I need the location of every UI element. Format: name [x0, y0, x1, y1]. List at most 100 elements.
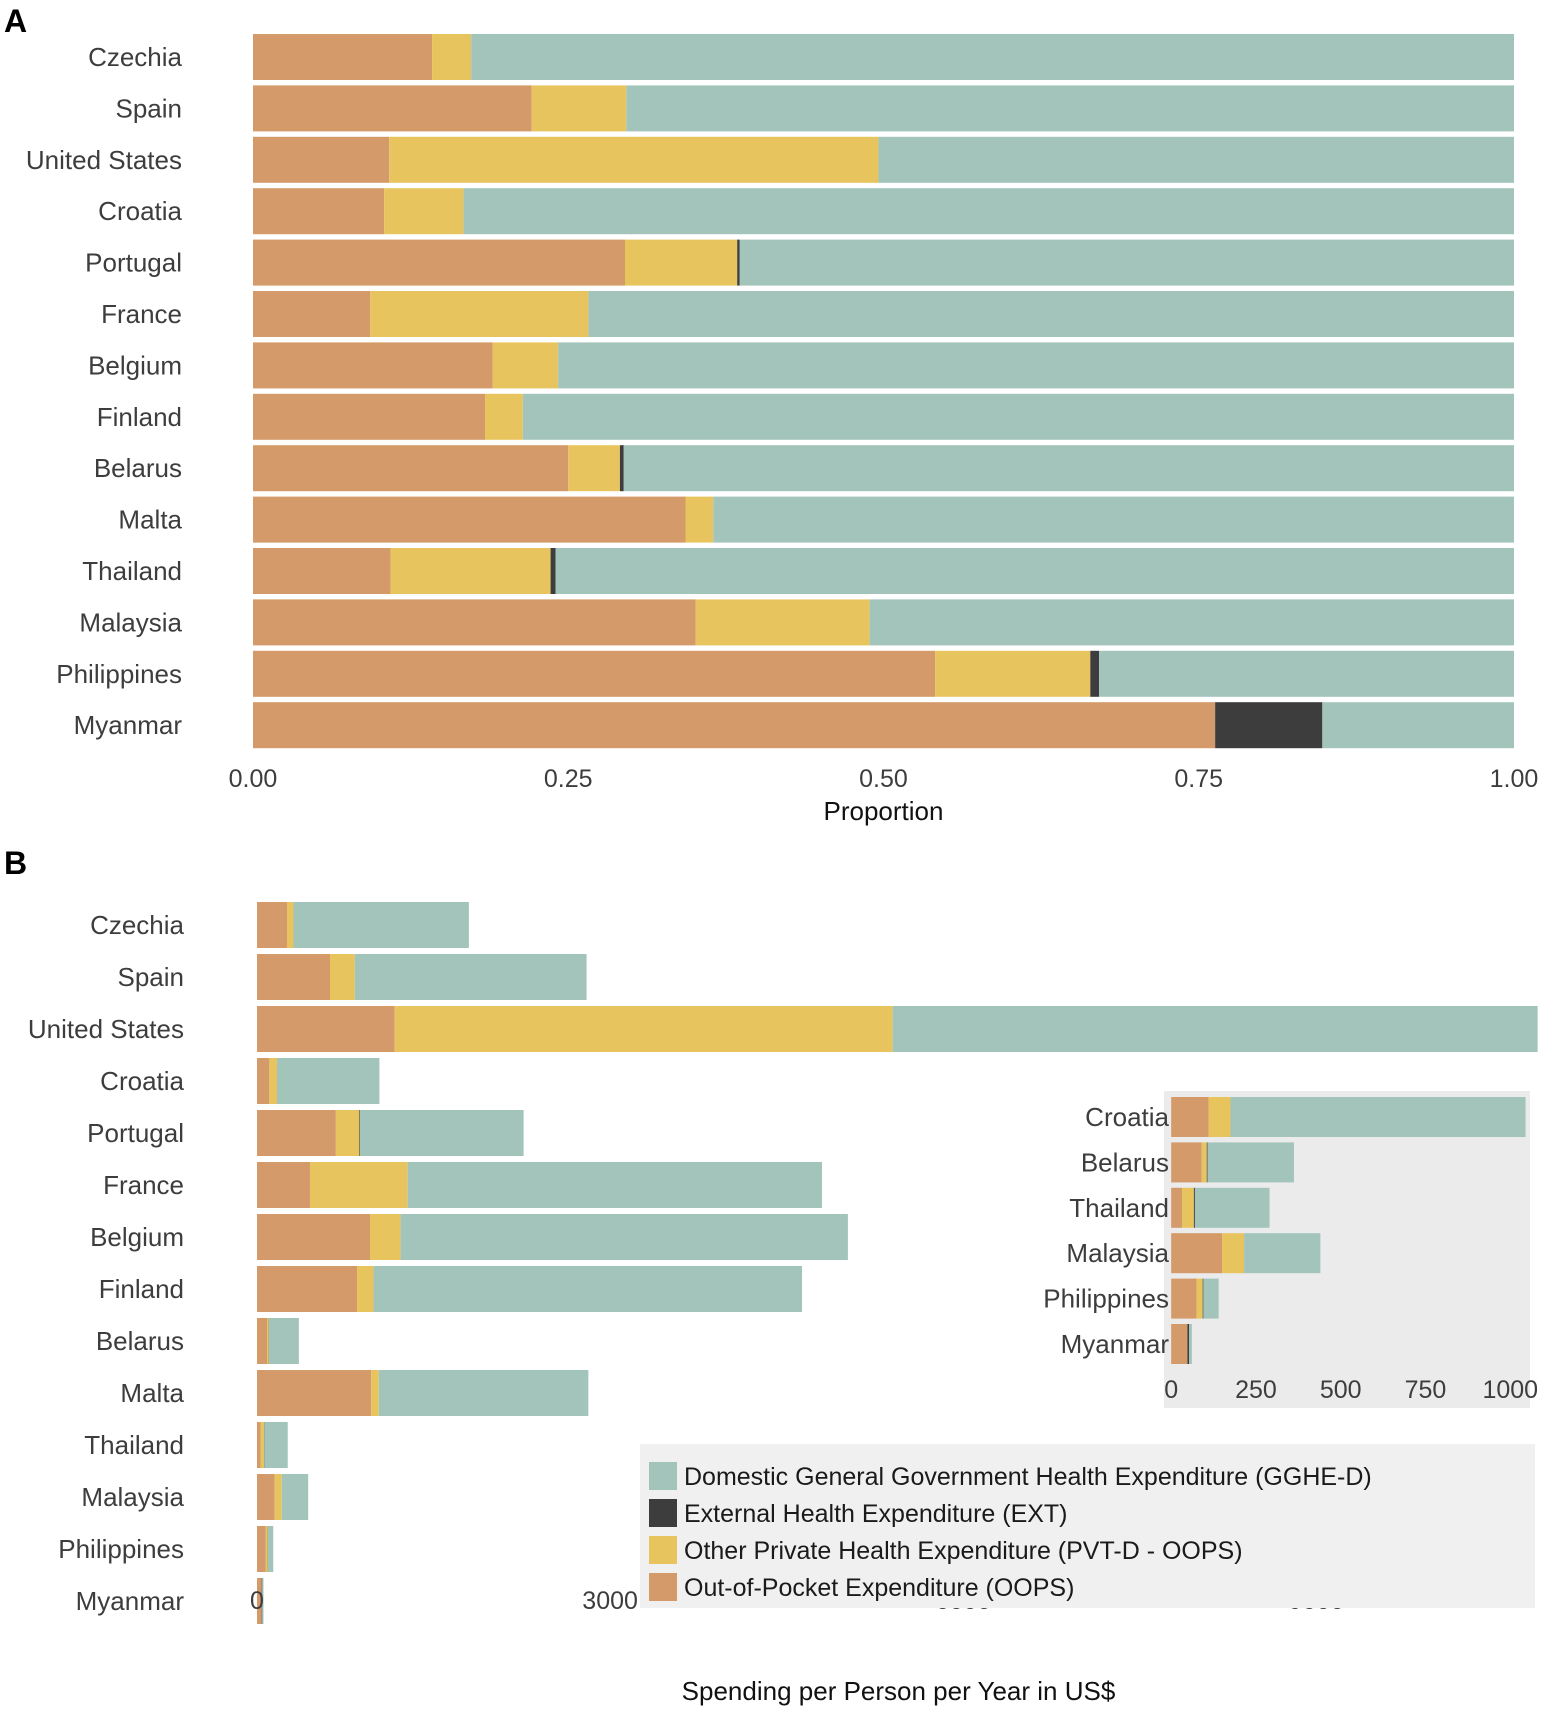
- panel-a-bar-thailand-pvt: [390, 548, 551, 594]
- panel-b-bar-france-pvt: [309, 1162, 408, 1208]
- panel-b-chart: Czechia Spain United States Croatia Portugal…: [28, 902, 1538, 1706]
- panel-b-bar-malta-oops: [257, 1370, 372, 1416]
- panel-a-x-tick-label: 0.25: [544, 765, 593, 793]
- panel-b-bar-finland-gghe-d: [373, 1266, 802, 1312]
- panel-b-category-label: France: [103, 1170, 184, 1200]
- panel-b-bar-belgium-oops: [257, 1214, 370, 1260]
- inset-bar-myanmar-oops: [1171, 1324, 1188, 1364]
- inset-x-tick-label: 750: [1405, 1376, 1447, 1404]
- panel-b-bar-myanmar-oops: [257, 1578, 262, 1624]
- panel-b-bar-belgium-pvt: [369, 1214, 401, 1260]
- panel-a-category-label: Spain: [116, 93, 183, 123]
- panel-b-bar-belgium-gghe-d: [400, 1214, 848, 1260]
- panel-a-bar-malta-oops: [253, 496, 686, 543]
- panel-a-bar-philippines-pvt: [935, 650, 1091, 697]
- panel-b-category-label: Portugal: [87, 1118, 184, 1148]
- inset-bar-malaysia-gghe-d: [1244, 1233, 1321, 1274]
- panel-b-bar-portugal-oops: [257, 1110, 336, 1156]
- panel-a-bar-belarus-pvt: [568, 445, 620, 492]
- panel-b-bar-thailand-oops: [257, 1422, 261, 1468]
- inset-x-tick-label: 250: [1235, 1376, 1277, 1404]
- inset-x-tick-label: 1000: [1482, 1376, 1538, 1404]
- inset-bar-belarus-ext: [1206, 1142, 1208, 1183]
- inset-bar-thailand-oops: [1171, 1187, 1183, 1228]
- panel-b-bar-czechia-gghe-d: [293, 902, 469, 948]
- panel-b-inset-chart: Croatia Belarus Thailand Malaysia Philippine…: [1043, 1091, 1538, 1408]
- inset-bar-belarus-oops: [1171, 1142, 1202, 1183]
- inset-bar-croatia-gghe-d: [1230, 1097, 1526, 1137]
- panel-a-bar-czechia-gghe-d: [471, 34, 1514, 80]
- panel-a-x-tick-label: 0.50: [859, 765, 908, 793]
- panel-b-x-tick-label: 3000: [582, 1587, 638, 1615]
- panel-a-category-label: Finland: [97, 402, 182, 432]
- legend-label-gghe-d: Domestic General Government Health Expen…: [684, 1463, 1372, 1491]
- panel-a-category-label: France: [101, 299, 182, 329]
- panel-b-bar-spain-pvt: [329, 954, 355, 1000]
- legend-background: [640, 1444, 1535, 1608]
- legend-swatch-pvt: [649, 1536, 677, 1564]
- legend-swatch-oops: [649, 1573, 677, 1601]
- panel-b-category-label: United States: [28, 1014, 184, 1044]
- panel-b-bar-thailand-pvt: [260, 1422, 265, 1468]
- panel-b-bar-belarus-gghe-d: [268, 1318, 299, 1364]
- panel-a-bar-myanmar-ext: [1215, 702, 1323, 749]
- inset-bar-philippines-ext: [1202, 1278, 1204, 1319]
- panel-b-bar-belarus-oops: [257, 1318, 268, 1364]
- inset-bar-belarus-gghe-d: [1207, 1142, 1294, 1183]
- inset-category-label: Croatia: [1085, 1102, 1169, 1132]
- panel-b-category-label: Malta: [120, 1378, 184, 1408]
- panel-b-bar-myanmar-ext: [261, 1578, 263, 1624]
- panel-b-bar-croatia-oops: [257, 1058, 270, 1104]
- panel-b-category-label: Myanmar: [76, 1586, 185, 1616]
- panel-a-category-label: Belgium: [88, 350, 182, 380]
- panel-b-bar-czechia-oops: [257, 902, 288, 948]
- panel-a-bar-malaysia-pvt: [695, 599, 870, 646]
- panel-b-bar-thailand-gghe-d: [264, 1422, 288, 1468]
- panel-b-bar-united-states-gghe-d: [892, 1006, 1538, 1052]
- panel-b-category-label: Belarus: [96, 1326, 184, 1356]
- inset-bar-philippines-gghe-d: [1203, 1278, 1219, 1319]
- panel-a-bar-belgium-oops: [253, 342, 493, 389]
- panel-a-bar-portugal-oops: [253, 239, 625, 286]
- panel-b-category-label: Belgium: [90, 1222, 184, 1252]
- panel-a-bar-myanmar-gghe-d: [1322, 702, 1514, 749]
- panel-b-bar-united-states-oops: [257, 1006, 395, 1052]
- inset-bar-malaysia-pvt: [1222, 1233, 1245, 1274]
- legend: Domestic General Government Health Expen…: [640, 1444, 1535, 1608]
- panel-a-bar-france-oops: [253, 291, 371, 337]
- panel-a-bar-france-gghe-d: [588, 291, 1514, 337]
- panel-a-bar-croatia-pvt: [384, 188, 464, 235]
- panel-b-bar-croatia-pvt: [269, 1058, 278, 1104]
- panel-b-category-label: Czechia: [90, 910, 184, 940]
- panel-a-bar-malaysia-gghe-d: [869, 599, 1514, 646]
- panel-a-bar-spain-oops: [253, 85, 532, 132]
- inset-bar-thailand-gghe-d: [1194, 1187, 1270, 1228]
- inset-bar-belarus-pvt: [1201, 1142, 1207, 1183]
- panel-b-bar-malaysia-pvt: [274, 1474, 282, 1520]
- inset-category-label: Myanmar: [1061, 1329, 1170, 1359]
- panel-b-category-label: Malaysia: [81, 1482, 184, 1512]
- panel-a-category-label: Malta: [118, 505, 182, 535]
- panel-a-bar-united-states-gghe-d: [878, 136, 1514, 183]
- panel-b-bar-malaysia-gghe-d: [281, 1474, 309, 1520]
- panel-a-letter: A: [4, 3, 27, 39]
- panel-a-category-label: Croatia: [98, 196, 182, 226]
- panel-a-x-tick-label: 0.75: [1174, 765, 1223, 793]
- panel-b-x-axis-title: Spending per Person per Year in US$: [682, 1676, 1116, 1706]
- panel-a-bar-belarus-ext: [619, 445, 624, 492]
- inset-category-label: Philippines: [1043, 1284, 1169, 1314]
- panel-b-category-label: Finland: [99, 1274, 184, 1304]
- inset-category-label: Thailand: [1069, 1193, 1169, 1223]
- panel-a-bar-malaysia-oops: [253, 599, 696, 646]
- panel-a-bar-belarus-gghe-d: [623, 445, 1514, 492]
- panel-a-bar-thailand-ext: [550, 548, 556, 594]
- panel-b-bar-malaysia-oops: [257, 1474, 275, 1520]
- panel-b-bar-united-states-pvt: [394, 1006, 893, 1052]
- panel-a-bar-philippines-gghe-d: [1099, 650, 1514, 697]
- panel-a-bar-malta-pvt: [685, 496, 714, 543]
- panel-a-bar-finland-pvt: [485, 393, 523, 440]
- panel-b-bar-philippines-oops: [257, 1526, 266, 1572]
- panel-a-bar-portugal-ext: [737, 239, 740, 286]
- panel-a-bar-spain-gghe-d: [626, 85, 1514, 132]
- panel-a-bar-portugal-pvt: [624, 239, 738, 286]
